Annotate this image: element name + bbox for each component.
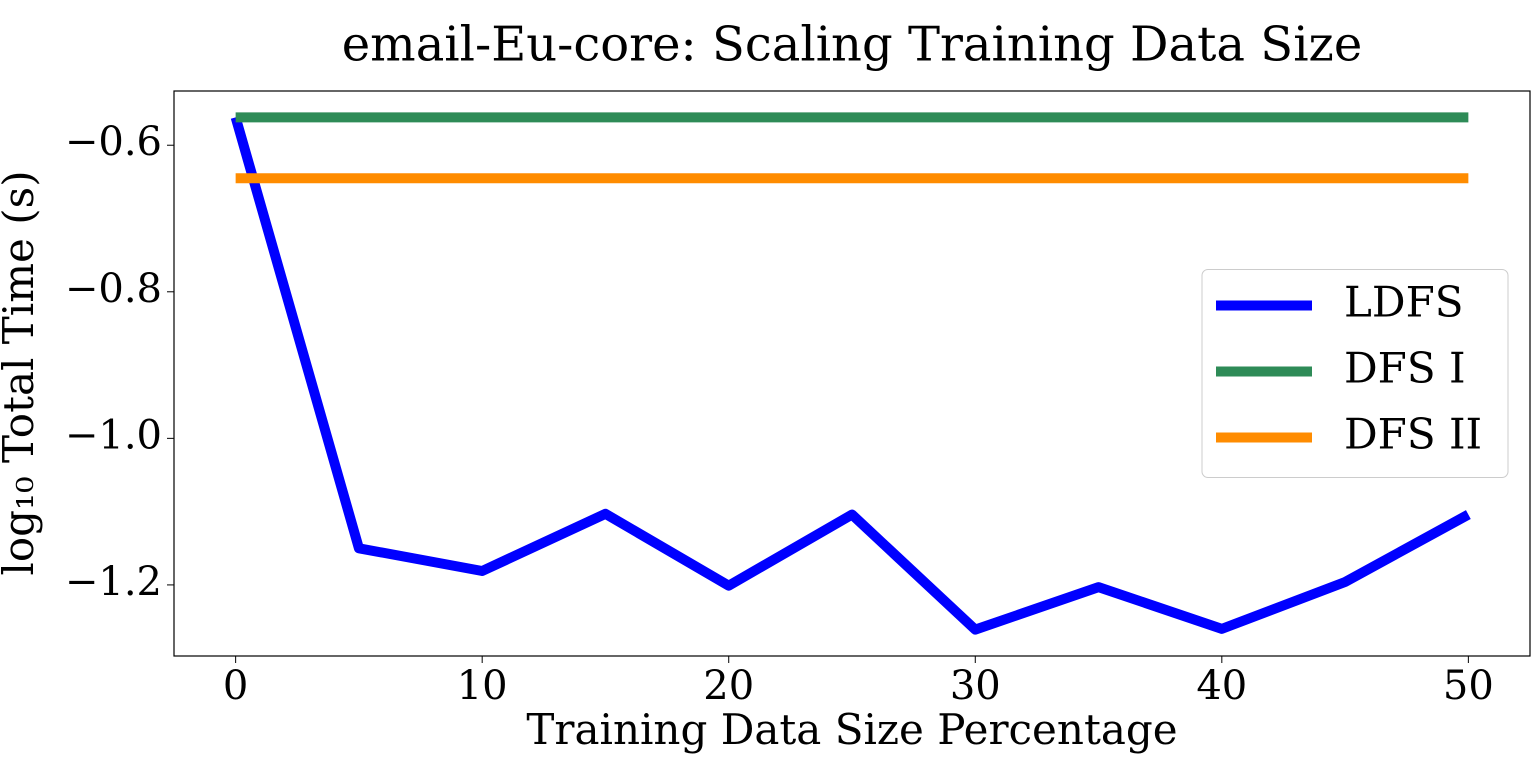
x-tick-label: 10 (457, 663, 508, 709)
x-tick-label: 20 (703, 663, 754, 709)
x-tick-label: 0 (223, 663, 248, 709)
x-tick-label: 40 (1196, 663, 1247, 709)
legend-label: DFS II (1344, 410, 1482, 459)
x-axis-label: Training Data Size Percentage (526, 705, 1177, 754)
chart-title: email-Eu-core: Scaling Training Data Siz… (342, 17, 1362, 73)
y-axis-label: log₁₀ Total Time (s) (0, 170, 43, 575)
x-tick-label: 50 (1443, 663, 1494, 709)
y-tick-label: −0.6 (65, 119, 162, 165)
plot-frame (173, 90, 1531, 657)
legend-label: DFS I (1344, 344, 1466, 393)
y-tick-label: −1.0 (65, 412, 162, 458)
legend-box (1201, 269, 1509, 478)
series-line (230, 116, 1471, 635)
y-tick-label: −0.8 (65, 266, 162, 312)
y-tick-label: −1.2 (65, 559, 162, 605)
legend-label: LDFS (1344, 278, 1463, 327)
x-tick-label: 30 (950, 663, 1001, 709)
